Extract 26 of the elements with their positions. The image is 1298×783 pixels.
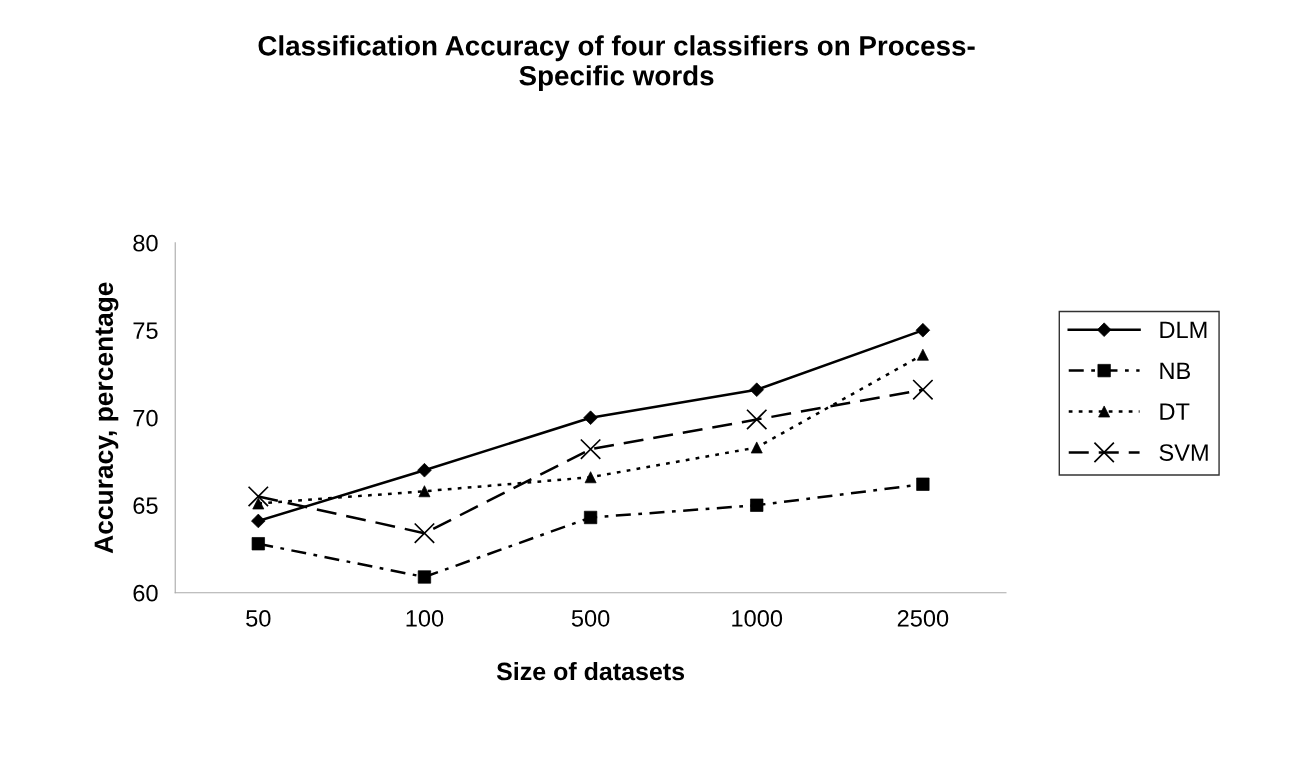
point	[580, 438, 602, 460]
legend-label: DT	[1160, 403, 1190, 420]
legend-label: DLM	[1160, 321, 1207, 338]
x-tick-label: 500	[571, 610, 610, 627]
point	[750, 498, 764, 512]
point	[417, 463, 432, 478]
y-tick-label: 65	[133, 497, 158, 515]
y-axis-title: Accuracy, percentage	[94, 282, 119, 554]
y-tick-label: 75	[133, 322, 158, 340]
legend-label: SVM	[1159, 444, 1208, 461]
point	[583, 510, 598, 525]
point	[912, 379, 934, 401]
point	[251, 513, 266, 529]
y-tick-label: 60	[133, 584, 158, 602]
x-tick-label: 50	[246, 610, 271, 627]
x-tick-label: 1000	[732, 610, 783, 627]
point	[746, 408, 768, 431]
legend-label: NB	[1160, 362, 1191, 379]
x-tick-label: 100	[406, 610, 444, 627]
point	[413, 522, 436, 544]
chart-title: Classification Accuracy of four classifiers on Process- Specific words	[258, 35, 975, 92]
point	[247, 485, 269, 508]
y-tick-label: 70	[133, 409, 158, 427]
y-tick-label: 80	[133, 234, 158, 252]
x-tick-label: 2500	[897, 610, 949, 627]
x-axis-title: Size of datasets	[496, 661, 685, 681]
